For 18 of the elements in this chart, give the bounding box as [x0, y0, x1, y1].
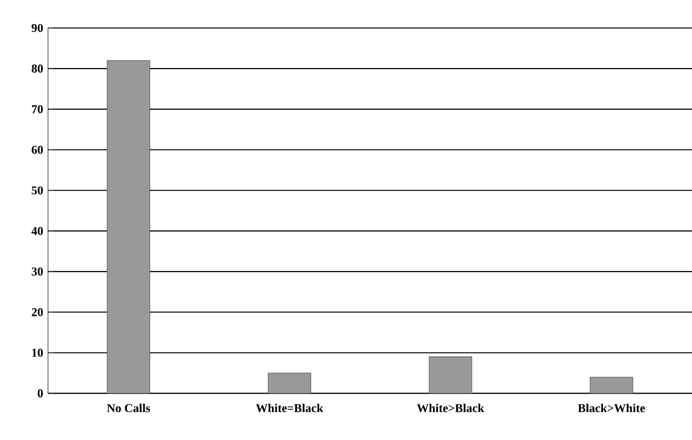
y-tick-label: 0 [38, 389, 43, 398]
y-tick-label: 70 [32, 105, 43, 114]
y-tick-label: 40 [31, 226, 43, 236]
y-tick-label: 50 [32, 186, 43, 194]
y-tick-label: 30 [32, 268, 43, 276]
bar [428, 356, 472, 394]
x-tick-label: White>Black [416, 404, 484, 412]
y-tick-label: 90 [32, 24, 43, 32]
bar [106, 60, 150, 394]
y-tick-label: 80 [32, 64, 43, 73]
y-tick-label: 20 [32, 308, 43, 316]
x-tick-label: White=Black [256, 404, 324, 412]
x-tick-label: No Calls [106, 404, 150, 412]
x-tick-label: Black>White [578, 404, 645, 412]
bar [590, 376, 634, 394]
y-tick-label: 60 [32, 146, 43, 154]
y-tick-label: 10 [32, 348, 43, 357]
bar [268, 372, 312, 394]
